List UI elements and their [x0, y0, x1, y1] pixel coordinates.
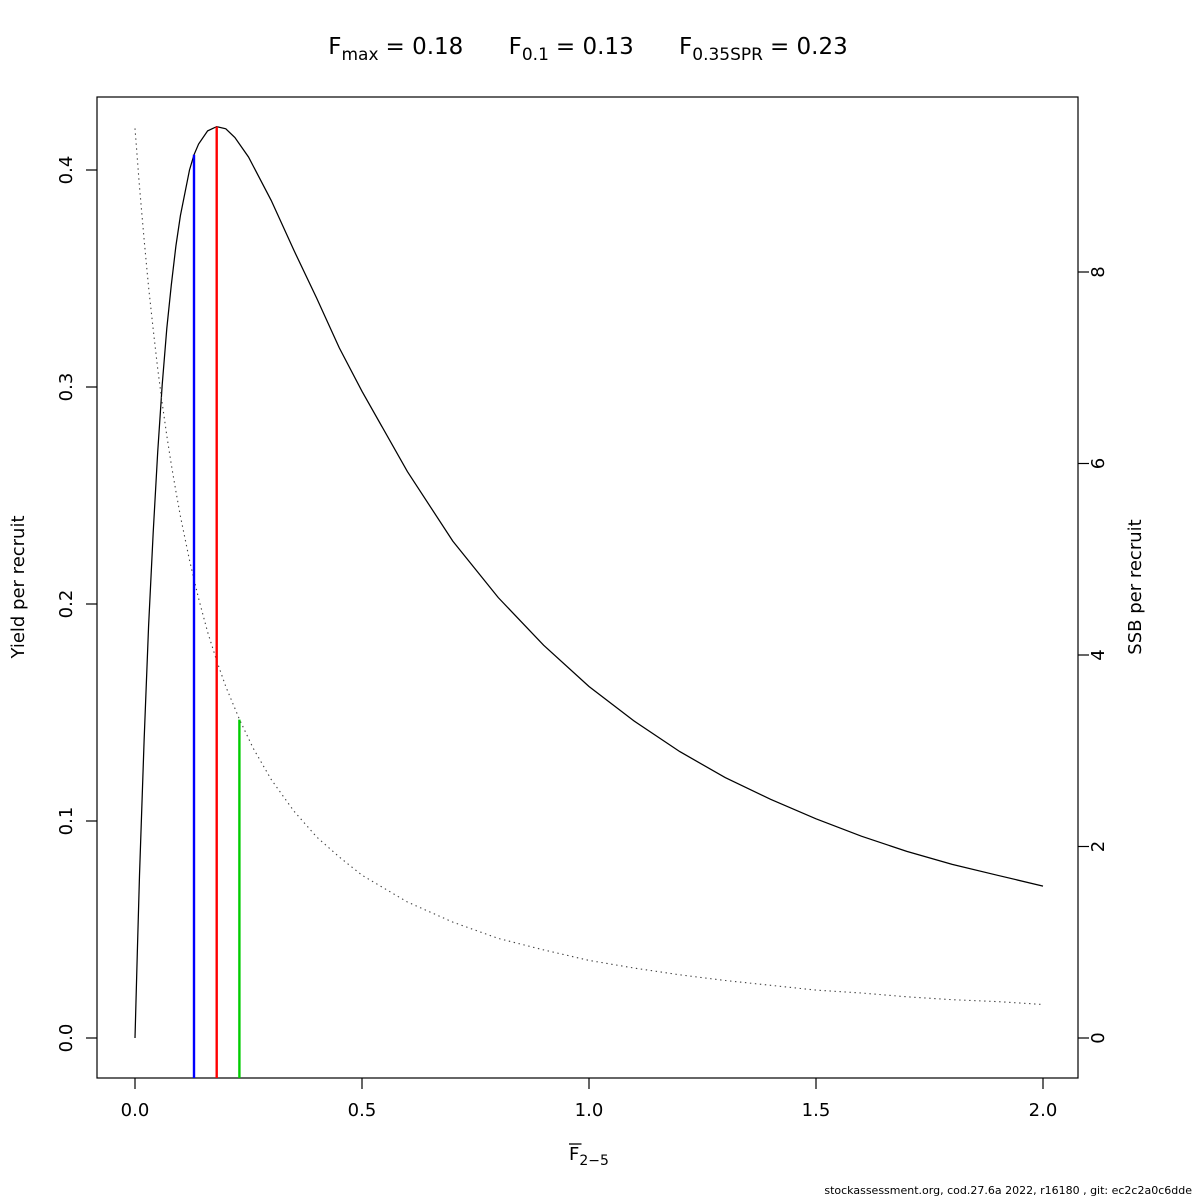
- footer-attribution: stockassessment.org, cod.27.6a 2022, r16…: [824, 1184, 1192, 1197]
- y-right-tick-label: 2: [1088, 841, 1109, 852]
- title-fmax-base: F: [328, 34, 341, 60]
- x-tick-label: 1.0: [575, 1100, 604, 1121]
- ssb-per-recruit-curve: [134, 128, 1044, 1006]
- title-f035spr-value: = 0.23: [770, 34, 848, 60]
- y-right-tick-label: 0: [1088, 1032, 1109, 1043]
- y-left-tick-label: 0.4: [56, 156, 77, 185]
- yield-per-recruit-curve: [134, 125, 1044, 1039]
- y-left-tick-label: 0.0: [56, 1024, 77, 1053]
- title-f01-value: = 0.13: [556, 34, 634, 60]
- y-left-tick-label: 0.1: [56, 807, 77, 836]
- x-axis-label-base: F: [569, 1144, 579, 1165]
- y-right-tick-label: 8: [1088, 266, 1109, 277]
- y-left-tick-label: 0.2: [56, 590, 77, 619]
- y-right-tick-labels: 0 2 4 6 8: [1088, 266, 1109, 1043]
- title-fmax-value: = 0.18: [386, 34, 464, 60]
- x-tick-label: 0.5: [348, 1100, 377, 1121]
- plot-title: Fmax = 0.18 F0.1 = 0.13 F0.35SPR = 0.23: [328, 34, 848, 65]
- title-f01-sub: 0.1: [522, 45, 549, 65]
- svg-text:F2−5: F2−5: [569, 1144, 609, 1169]
- x-axis-label-sub: 2−5: [579, 1153, 609, 1169]
- reference-lines: [192, 126, 241, 1078]
- y-left-tick-labels: 0.0 0.1 0.2 0.3 0.4: [56, 156, 77, 1053]
- y-right-axis-label: SSB per recruit: [1125, 519, 1146, 654]
- x-tick-label: 1.5: [802, 1100, 831, 1121]
- x-axis-tick-labels: 0.0 0.5 1.0 1.5 2.0: [121, 1100, 1058, 1121]
- data-curves: [134, 125, 1044, 1039]
- title-f035spr-sub: 0.35SPR: [692, 45, 763, 65]
- y-left-axis-label: Yield per recruit: [8, 515, 29, 659]
- title-f01-base: F: [509, 34, 522, 60]
- y-right-tick-label: 6: [1088, 458, 1109, 469]
- axis-tick-marks: [86, 169, 1089, 1089]
- title-fmax-sub: max: [341, 45, 378, 65]
- x-tick-label: 0.0: [121, 1100, 150, 1121]
- y-left-tick-label: 0.3: [56, 373, 77, 402]
- title-f035spr-base: F: [679, 34, 692, 60]
- y-right-tick-label: 4: [1088, 649, 1109, 660]
- x-tick-label: 2.0: [1029, 1100, 1058, 1121]
- x-axis-label: F2−5: [569, 1143, 609, 1169]
- plot-frame: [96, 96, 1079, 1079]
